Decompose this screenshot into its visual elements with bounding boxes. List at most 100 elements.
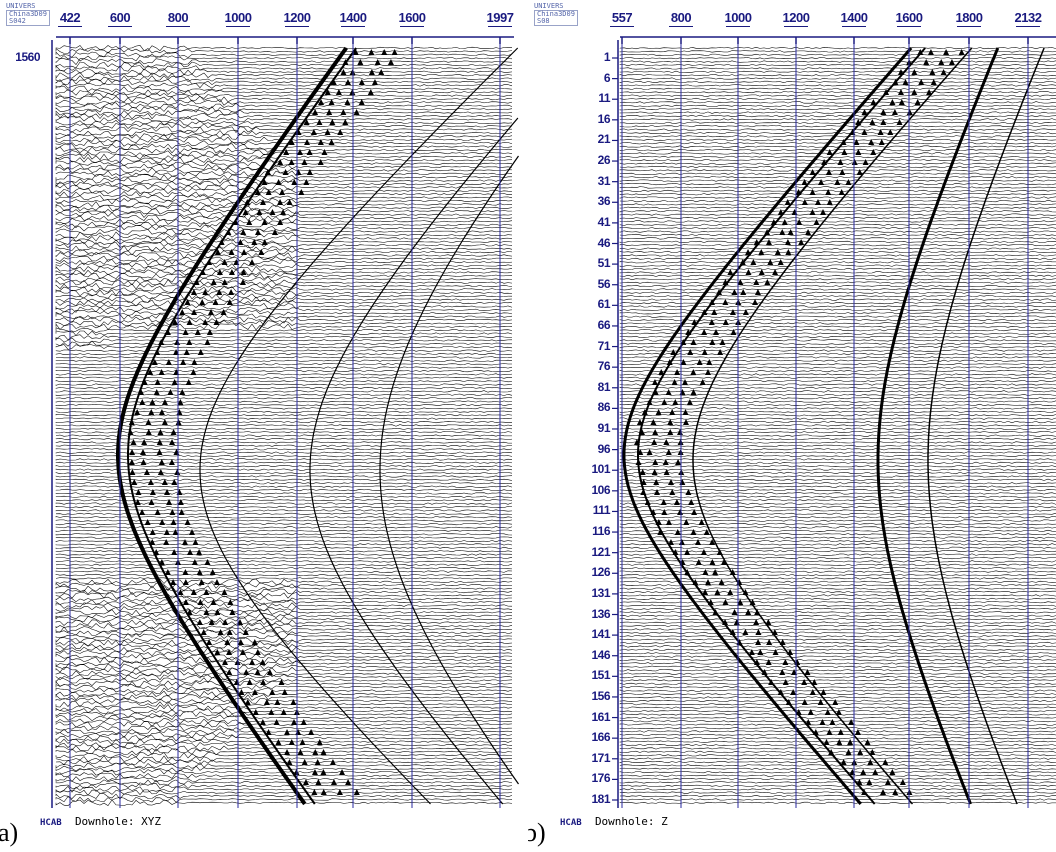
trace-line <box>55 646 513 654</box>
wavelet-peak <box>880 109 887 115</box>
wavelet-peak <box>148 409 155 415</box>
wavelet-peak <box>701 329 708 335</box>
trace-line <box>55 323 513 331</box>
trace-line <box>619 516 1056 519</box>
trace-line <box>619 291 1056 294</box>
trace-line <box>55 366 513 369</box>
wavelet-peak <box>335 89 342 95</box>
panel-a-letter: a) <box>0 818 19 847</box>
wavelet-peak <box>675 459 682 465</box>
wavelet-peak <box>651 379 658 385</box>
trace-line <box>619 67 1056 70</box>
x-tick-label: 1600 <box>895 10 923 25</box>
trace-line <box>619 448 1056 451</box>
trace-line <box>619 50 1056 53</box>
trace-line <box>55 109 513 116</box>
trace-line <box>619 798 1056 801</box>
wavelet-peak <box>353 109 360 115</box>
wavelet-peak <box>819 209 826 215</box>
trace-line <box>619 155 1056 158</box>
trace-line <box>55 95 513 103</box>
y-tick-label: 91 <box>597 421 611 435</box>
wavelet-peak <box>787 229 794 235</box>
trace-line <box>619 539 1056 543</box>
wavelet-peak <box>943 49 950 55</box>
y-tick-label: 156 <box>591 688 610 703</box>
x-tick-label: 600 <box>109 10 131 25</box>
wavelet-peak <box>177 399 184 405</box>
trace-line <box>55 352 513 356</box>
trace-line <box>619 478 1056 481</box>
wavelet-peak <box>695 559 702 565</box>
trace-line <box>619 363 1056 366</box>
trace-line <box>55 697 513 704</box>
wavelet-peak <box>340 109 347 115</box>
wavelet-peak <box>785 699 792 705</box>
wavelet-peak <box>129 469 136 475</box>
y-tick-label: 66 <box>597 317 611 332</box>
trace-line <box>619 193 1056 196</box>
wavelet-peak <box>140 449 147 455</box>
wavelet-peak <box>722 279 729 285</box>
wavelet-peak <box>329 759 336 765</box>
wavelet-peak <box>677 509 684 515</box>
trace-line <box>55 799 513 806</box>
wavelet-peak <box>784 199 791 205</box>
wavelet-peak <box>730 329 737 335</box>
trace-line <box>619 254 1056 257</box>
wavelet-peak <box>187 549 194 555</box>
wavelet-peak <box>640 489 647 495</box>
wavelet-peak <box>352 49 359 55</box>
wavelet-peak <box>660 499 667 505</box>
wavelet-peak <box>259 199 266 205</box>
trace-line <box>55 397 513 400</box>
wavelet-peak <box>170 519 177 525</box>
trace-line <box>55 269 513 276</box>
arrival-curve <box>927 47 1045 805</box>
trace-line <box>619 87 1056 90</box>
wavelet-peak <box>889 99 896 105</box>
wavelet-peak <box>200 629 207 635</box>
wavelet-peak <box>274 699 281 705</box>
wavelet-peak <box>179 389 186 395</box>
trace-line <box>619 244 1056 247</box>
wavelet-peak <box>213 319 220 325</box>
wavelet-peak <box>244 699 251 705</box>
trace-line <box>619 482 1056 485</box>
wavelet-peak <box>184 519 191 525</box>
panel-b-letter: b) <box>528 818 546 847</box>
wavelet-peak <box>185 379 192 385</box>
trace-line <box>619 550 1056 553</box>
wavelet-peak <box>242 209 249 215</box>
y-tick-label: 26 <box>597 153 611 168</box>
wavelet-peak <box>278 679 285 685</box>
trace-line <box>619 594 1056 597</box>
wavelet-peak <box>722 319 729 325</box>
wavelet-peak <box>254 649 261 655</box>
wavelet-peak <box>683 419 690 425</box>
trace-line <box>55 356 513 359</box>
trace-line <box>619 420 1056 424</box>
trace-line <box>55 694 513 701</box>
caption-text: Downhole: XYZ <box>74 815 162 828</box>
x-tick-underline <box>285 26 309 27</box>
trace-line <box>619 658 1056 662</box>
wavelet-peak <box>655 519 662 525</box>
trace-line <box>619 689 1056 692</box>
wavelet-peak <box>163 539 170 545</box>
wavelet-peak <box>819 719 826 725</box>
trace-line <box>55 390 513 393</box>
trace-line <box>55 570 513 573</box>
wavelet-peak <box>249 659 256 665</box>
wavelet-peak <box>779 229 786 235</box>
wavelet-peak <box>750 259 757 265</box>
trace-line <box>55 717 513 725</box>
wavelet-peak <box>288 739 295 745</box>
x-tick-underline <box>897 26 921 27</box>
trace-line <box>55 666 512 674</box>
wavelet-peak <box>683 519 690 525</box>
wavelet-peak <box>768 679 775 685</box>
wavelet-peak <box>860 769 867 775</box>
wavelet-peak <box>238 689 245 695</box>
wavelet-peak <box>765 239 772 245</box>
